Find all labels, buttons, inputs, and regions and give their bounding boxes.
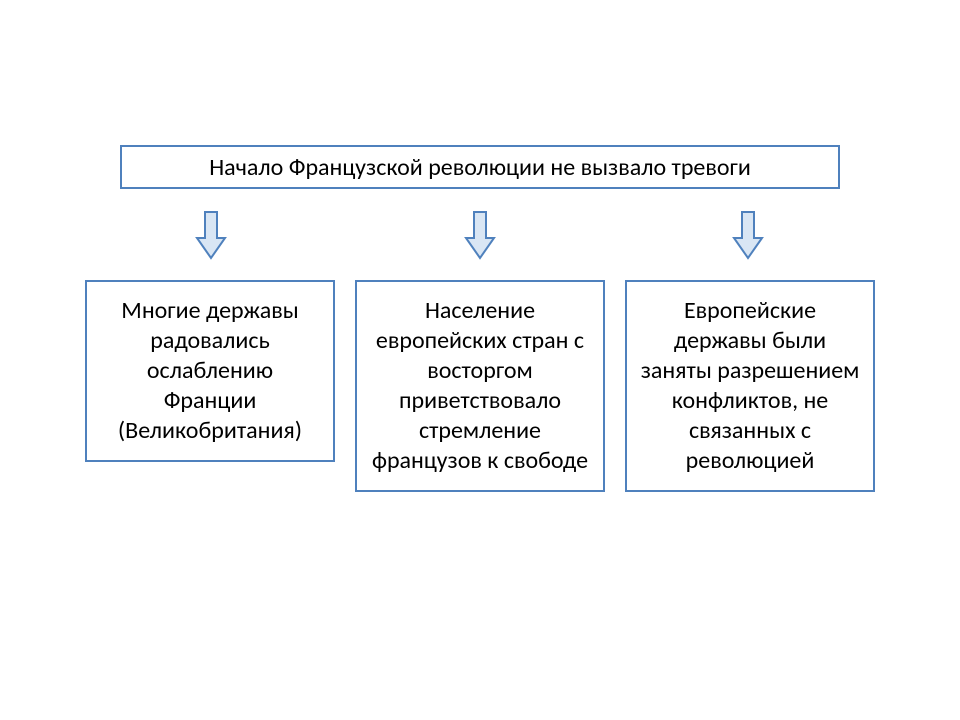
child-box-3: Европейские державы были заняты разрешен… (625, 280, 875, 492)
arrow-down-2 (464, 208, 496, 262)
children-row: Многие державы радовались ослаблению Фра… (85, 280, 875, 492)
child-box-3-label: Европейские державы были заняты разрешен… (639, 296, 861, 476)
top-box: Начало Французской революции не вызвало … (120, 145, 840, 189)
top-box-label: Начало Французской революции не вызвало … (209, 153, 751, 182)
child-box-2-label: Население европейских стран с восторгом … (369, 296, 591, 476)
child-box-1: Многие державы радовались ослаблению Фра… (85, 280, 335, 462)
arrow-down-1 (195, 208, 227, 262)
arrow-down-3 (732, 208, 764, 262)
child-box-2: Население европейских стран с восторгом … (355, 280, 605, 492)
child-box-1-label: Многие державы радовались ослаблению Фра… (99, 296, 321, 446)
